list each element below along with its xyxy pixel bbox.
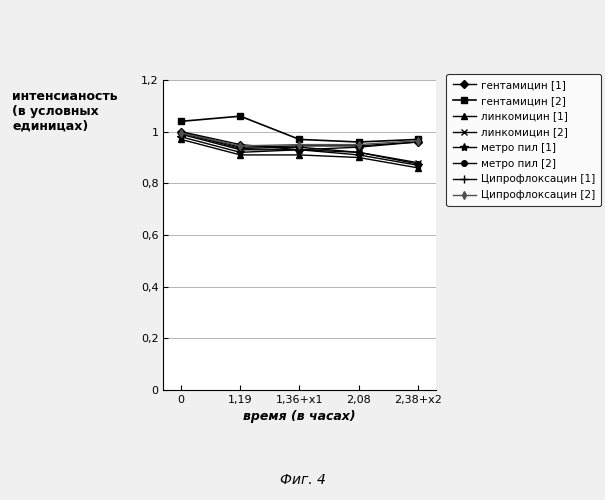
Legend: гентамицин [1], гентамицин [2], линкомицин [1], линкомицин [2], метро пил [1], м: гентамицин [1], гентамицин [2], линкомиц… <box>446 74 601 206</box>
метро пил [2] <box>296 144 303 150</box>
гентамицин [1] <box>237 142 244 148</box>
Ципрофлоксацин [1] <box>237 144 244 150</box>
линкомицин [1] <box>237 152 244 158</box>
Line: метро пил [1]: метро пил [1] <box>177 132 422 170</box>
метро пил [1] <box>296 146 303 152</box>
Ципрофлоксацин [1] <box>355 143 362 149</box>
гентамицин [2] <box>296 136 303 142</box>
гентамицин [2] <box>414 136 422 142</box>
линкомицин [1] <box>414 165 422 171</box>
X-axis label: время (в часах): время (в часах) <box>243 410 356 424</box>
линкомицин [2] <box>296 146 303 152</box>
Ципрофлоксацин [1] <box>296 143 303 149</box>
гентамицин [2] <box>177 118 185 124</box>
линкомицин [1] <box>355 154 362 160</box>
Line: линкомицин [1]: линкомицин [1] <box>178 136 421 172</box>
гентамицин [1] <box>296 146 303 152</box>
линкомицин [2] <box>355 150 362 156</box>
гентамицин [2] <box>355 139 362 145</box>
линкомицин [1] <box>296 152 303 158</box>
Line: гентамицин [2]: гентамицин [2] <box>178 112 421 146</box>
Ципрофлоксацин [1] <box>414 139 422 145</box>
метро пил [1] <box>414 162 422 168</box>
Line: линкомицин [2]: линкомицин [2] <box>178 131 421 166</box>
Text: интенсианость
(в условных
единицах): интенсианость (в условных единицах) <box>12 90 118 133</box>
Line: гентамицин [1]: гентамицин [1] <box>178 129 420 152</box>
Ципрофлоксацин [2] <box>237 143 244 149</box>
Text: Фиг. 4: Фиг. 4 <box>280 473 325 487</box>
метро пил [1] <box>355 152 362 158</box>
линкомицин [2] <box>237 146 244 152</box>
Ципрофлоксацин [2] <box>355 142 362 148</box>
Line: метро пил [2]: метро пил [2] <box>178 130 420 166</box>
Ципрофлоксацин [2] <box>177 130 185 136</box>
Line: Ципрофлоксацин [1]: Ципрофлоксацин [1] <box>177 128 422 152</box>
линкомицин [2] <box>177 131 185 137</box>
гентамицин [1] <box>355 144 362 150</box>
метро пил [1] <box>177 134 185 140</box>
Line: Ципрофлоксацин [2]: Ципрофлоксацин [2] <box>178 130 420 148</box>
гентамицин [1] <box>177 128 185 134</box>
метро пил [2] <box>355 150 362 156</box>
Ципрофлоксацин [1] <box>177 128 185 134</box>
метро пил [1] <box>237 150 244 156</box>
гентамицин [1] <box>414 139 422 145</box>
Ципрофлоксацин [2] <box>414 138 422 143</box>
линкомицин [1] <box>177 136 185 142</box>
метро пил [2] <box>177 130 185 136</box>
метро пил [2] <box>237 146 244 152</box>
метро пил [2] <box>414 161 422 167</box>
линкомицин [2] <box>414 160 422 166</box>
Ципрофлоксацин [2] <box>296 142 303 148</box>
гентамицин [2] <box>237 113 244 119</box>
